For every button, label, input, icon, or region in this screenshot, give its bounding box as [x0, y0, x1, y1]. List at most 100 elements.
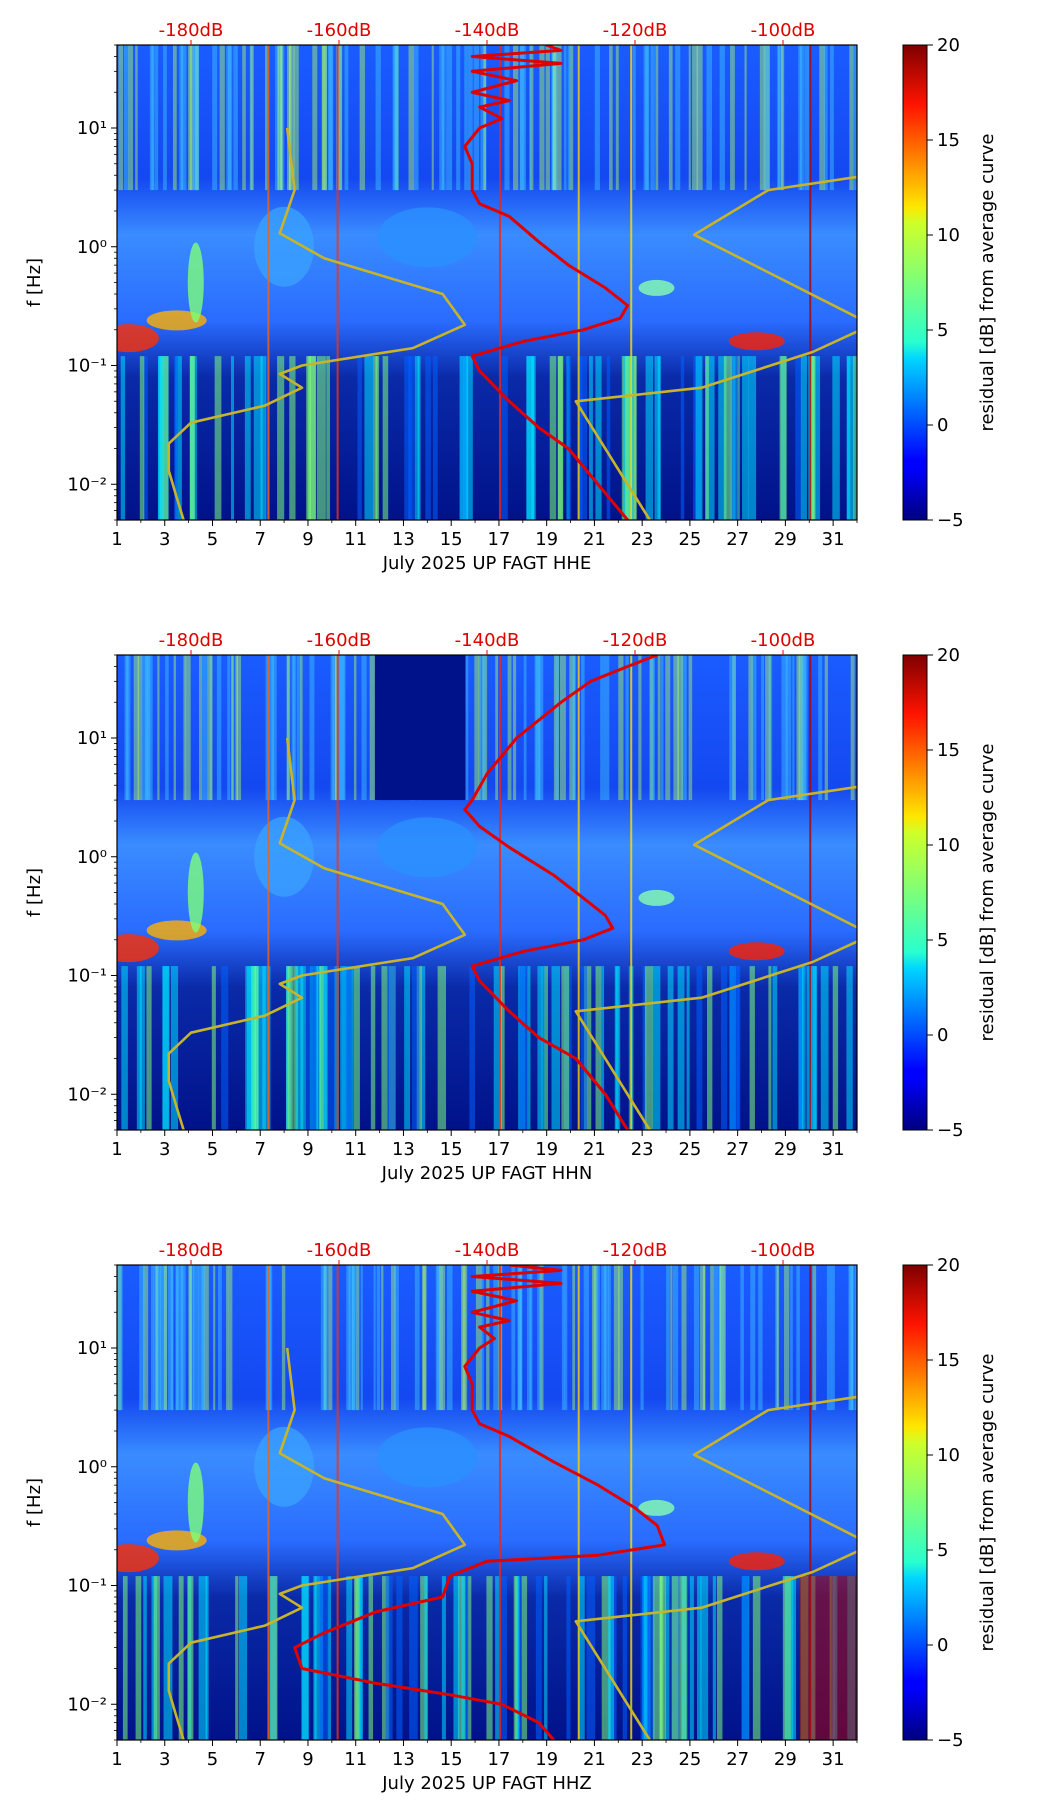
heatmap-stripe-high [527, 1265, 532, 1411]
heatmap-stripe-high [189, 1265, 195, 1411]
heatmap-stripe-low [808, 356, 816, 520]
heatmap-stripe-high [480, 1265, 484, 1411]
x-tick-label: 15 [440, 529, 463, 550]
y-tick-label: 10¹ [77, 1338, 107, 1359]
heatmap-stripe-high [218, 1265, 222, 1411]
heatmap-stripe-high [792, 655, 795, 801]
heatmap-stripe-high [718, 1265, 722, 1411]
heatmap-stripe-low [244, 356, 251, 520]
heatmap-stripe-high [572, 655, 575, 801]
x-tick-label: 27 [726, 1139, 749, 1160]
heatmap-stripe-high [228, 45, 232, 191]
heatmap-stripe-high [323, 1265, 327, 1411]
heatmap-stripe-high [137, 655, 143, 801]
heatmap-stripe-high [529, 45, 532, 191]
heatmap-stripe-high [519, 45, 525, 191]
db-tick-label: -120dB [603, 20, 668, 41]
x-tick-label: 5 [207, 1139, 218, 1160]
heatmap-stripe-high [851, 1265, 855, 1411]
heatmap-stripe-high [560, 655, 566, 801]
heatmap-stripe-high [650, 45, 655, 191]
y-tick-label: 10⁻² [67, 1084, 107, 1105]
heatmap-stripe-low [630, 356, 635, 520]
heatmap-stripe-low [705, 356, 709, 520]
heatmap-stripe-low [697, 1576, 702, 1740]
colorbar-gradient [902, 44, 928, 521]
heatmap-stripe-low [389, 1576, 393, 1740]
heatmap-stripe-high [203, 1265, 209, 1411]
x-tick-label: 7 [254, 1749, 265, 1770]
colorbar-label: residual [dB] from average curve [977, 1353, 998, 1651]
average-psd-curve [463, 655, 658, 1130]
heatmap-stripe-high [700, 1265, 706, 1411]
heatmap-stripe-high [348, 1265, 354, 1411]
heatmap-stripe-high [645, 45, 649, 191]
heatmap-stripe-high [188, 1265, 192, 1411]
heatmap-stripe-low [813, 356, 821, 520]
x-tick-label: 7 [254, 1139, 265, 1160]
heatmap-stripe-low [260, 356, 267, 520]
heatmap-stripe-low [608, 1576, 615, 1740]
heatmap-blob [728, 1552, 785, 1571]
heatmap-stripe-high [785, 655, 788, 801]
heatmap-stripe-high [464, 45, 468, 191]
heatmap-stripe-high [281, 1265, 286, 1411]
db-tick-label: -140dB [455, 20, 520, 41]
heatmap-stripe-high [475, 1265, 482, 1411]
heatmap-stripe-low [567, 356, 572, 520]
heatmap-quiet-region [374, 655, 466, 801]
x-tick-label: 1 [111, 1749, 122, 1770]
x-tick-label: 25 [678, 1139, 701, 1160]
heatmap-hot-line [336, 655, 339, 1130]
heatmap-stripe-high [706, 45, 712, 191]
heatmap-stripe-high [289, 45, 292, 191]
heatmap-stripe-low [189, 356, 195, 520]
heatmap-stripe-high [512, 655, 517, 801]
heatmap-stripe-high [422, 1265, 427, 1411]
heatmap-stripe-low [146, 966, 152, 1130]
colorbar-tick-label: 5 [937, 930, 948, 951]
colorbar-tick-label: 0 [937, 1635, 948, 1656]
heatmap-stripe-low [157, 356, 164, 520]
heatmap-stripe-high [268, 655, 275, 801]
heatmap-stripe-high [177, 1265, 184, 1411]
x-tick-label: 21 [583, 529, 606, 550]
heatmap-stripe-low [652, 1576, 662, 1740]
x-tick-label: 19 [535, 1139, 558, 1160]
db-tick-label: -180dB [159, 1240, 224, 1261]
heatmap-stripe-high [150, 1265, 154, 1411]
heatmap-stripe-low [689, 1576, 694, 1740]
heatmap-stripe-high [192, 45, 199, 191]
heatmap-stripe-high [802, 655, 806, 801]
heatmap-stripe-high [332, 655, 338, 801]
colorbar-tick-label: 15 [937, 130, 960, 151]
colorbar-label: residual [dB] from average curve [977, 133, 998, 431]
average-psd-curve [463, 45, 630, 520]
y-tick-label: 10⁻¹ [67, 356, 107, 377]
heatmap-stripe-high [744, 45, 747, 191]
colorbar-tick-label: 20 [937, 1255, 960, 1276]
heatmap-stripe-high [408, 45, 415, 191]
heatmap-stripe-high [188, 45, 192, 191]
heatmap-stripe-high [539, 45, 545, 191]
heatmap-stripe-high [563, 45, 567, 191]
heatmap-stripe-high [657, 655, 661, 801]
heatmap-stripe-high [553, 655, 559, 801]
heatmap-hot-line [336, 1265, 339, 1740]
heatmap-stripe-low [441, 1576, 446, 1740]
heatmap-stripe-high [650, 655, 655, 801]
heatmap-stripe-high [335, 45, 342, 191]
heatmap-stripe-high [151, 45, 154, 191]
x-tick-label: 11 [344, 1749, 367, 1770]
heatmap-stripe-high [157, 655, 160, 801]
heatmap-stripe-high [618, 655, 624, 801]
heatmap-stripe-high [226, 45, 233, 191]
x-tick-label: 1 [111, 1139, 122, 1160]
heatmap-blob [117, 1544, 159, 1573]
heatmap-stripe-high [175, 1265, 178, 1411]
heatmap-stripe-high [288, 45, 295, 191]
heatmap-stripe-low [334, 966, 339, 1130]
heatmap-stripe-high [529, 45, 534, 191]
heatmap-stripe-high [393, 45, 399, 191]
heatmap-stripe-low [424, 1576, 428, 1740]
